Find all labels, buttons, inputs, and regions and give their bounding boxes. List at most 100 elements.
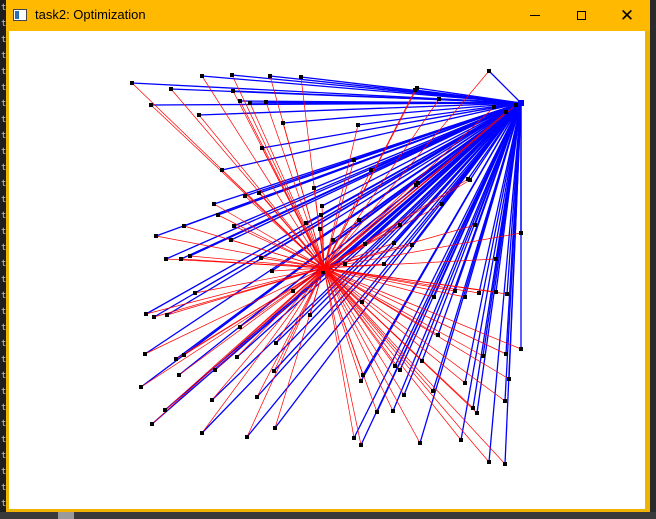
red-edge: [323, 267, 490, 463]
blue-edge: [140, 102, 522, 388]
graph-node: [494, 290, 498, 294]
graph-node: [504, 352, 508, 356]
graph-node: [231, 89, 235, 93]
graph-node: [272, 369, 276, 373]
graph-node: [169, 87, 173, 91]
graph-node: [361, 373, 365, 377]
graph-node: [343, 262, 347, 266]
graph-node: [356, 123, 360, 127]
red-edge: [274, 267, 325, 429]
red-edge: [320, 214, 325, 269]
red-edge: [323, 124, 359, 269]
title-bar[interactable]: task2: Optimization ✕: [6, 0, 650, 31]
graph-node: [369, 168, 373, 172]
red-edge: [323, 267, 508, 295]
graph-node: [235, 355, 239, 359]
red-edge: [150, 104, 325, 269]
red-edge: [323, 267, 434, 392]
graph-node: [440, 202, 444, 206]
red-edge: [323, 267, 478, 414]
graph-node: [352, 158, 356, 162]
graph-node: [473, 223, 477, 227]
maximize-button[interactable]: [558, 0, 604, 31]
red-edge: [319, 228, 325, 269]
blue-edge: [403, 102, 522, 396]
blue-edge: [211, 102, 522, 401]
close-icon: ✕: [619, 6, 635, 25]
graph-node: [504, 110, 508, 114]
graph-node: [152, 315, 156, 319]
graph-node: [245, 435, 249, 439]
graph-node: [519, 347, 523, 351]
blue-edge: [392, 102, 522, 412]
graph-node: [363, 242, 367, 246]
blue-edge: [360, 102, 522, 446]
red-edge: [236, 267, 325, 358]
red-edge: [258, 192, 325, 269]
red-edge: [249, 102, 325, 269]
network-graph: [130, 69, 524, 466]
red-edge: [323, 263, 346, 269]
graph-node: [165, 313, 169, 317]
red-edge: [323, 267, 355, 439]
graph-node: [248, 101, 252, 105]
red-edge: [198, 114, 325, 269]
red-edge: [155, 235, 325, 269]
graph-node: [130, 81, 134, 85]
graph-node: [193, 291, 197, 295]
red-edge: [323, 182, 419, 269]
graph-node: [321, 270, 325, 274]
graph-node: [463, 295, 467, 299]
blue-edge: [166, 102, 522, 316]
graph-canvas[interactable]: [9, 31, 645, 509]
graph-node: [477, 291, 481, 295]
graph-node: [392, 241, 396, 245]
blue-edges: [131, 70, 522, 465]
graph-node: [393, 364, 397, 368]
red-edge: [194, 267, 325, 294]
app-window[interactable]: task2: Optimization ✕: [6, 0, 650, 512]
red-edge: [323, 267, 480, 294]
blue-edge: [460, 102, 522, 441]
graph-node: [238, 325, 242, 329]
minimize-button[interactable]: [512, 0, 558, 31]
red-edges: [131, 70, 522, 465]
graph-node: [375, 410, 379, 414]
graph-node: [200, 74, 204, 78]
graph-node: [492, 105, 496, 109]
red-edge: [140, 267, 325, 388]
blue-edge: [478, 102, 522, 294]
blue-edge: [437, 102, 522, 336]
red-edge: [323, 224, 476, 269]
graph-node: [432, 295, 436, 299]
graph-node: [357, 218, 361, 222]
red-edge: [230, 239, 325, 269]
red-edge: [323, 179, 471, 269]
graph-node: [291, 289, 295, 293]
graph-node: [431, 389, 435, 393]
red-edge: [145, 267, 325, 315]
graph-node: [150, 422, 154, 426]
graph-node: [519, 231, 523, 235]
red-edge: [261, 147, 325, 269]
graph-node: [163, 408, 167, 412]
app-window-icon[interactable]: [13, 9, 27, 21]
blue-edge: [145, 102, 522, 315]
red-edge: [178, 267, 325, 376]
graph-node: [182, 224, 186, 228]
red-edge: [239, 267, 325, 328]
red-edge: [189, 255, 325, 269]
graph-node: [230, 73, 234, 77]
graph-node: [273, 426, 277, 430]
graph-node: [264, 100, 268, 104]
graph-node: [197, 113, 201, 117]
graph-node: [139, 385, 143, 389]
graph-node: [260, 146, 264, 150]
red-edge: [260, 257, 325, 269]
red-edge: [273, 267, 325, 372]
close-button[interactable]: ✕: [604, 0, 650, 31]
red-edge: [323, 242, 395, 269]
blue-edge: [201, 102, 522, 434]
red-edge: [271, 267, 325, 272]
